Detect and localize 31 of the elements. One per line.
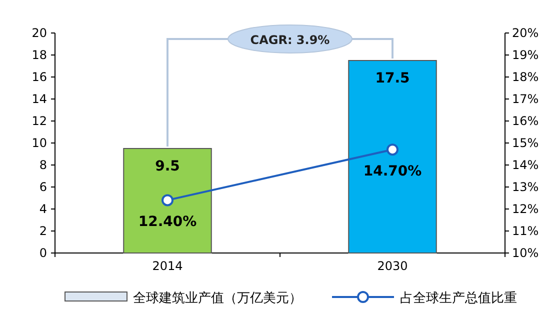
y2-tick-label: 20% <box>512 26 539 40</box>
y2-tick-label: 13% <box>512 180 539 194</box>
data-label: 12.40% <box>138 214 197 230</box>
y-tick-label: 2 <box>39 224 47 238</box>
y2-tick-label: 10% <box>512 246 539 260</box>
y2-tick-label: 19% <box>512 48 539 62</box>
y-tick-label: 12 <box>32 114 47 128</box>
y2-tick-label: 15% <box>512 136 539 150</box>
data-label: 14.70% <box>363 164 422 180</box>
legend-label: 占全球生产总值比重 <box>400 291 517 306</box>
data-label: 9.5 <box>155 158 180 174</box>
y2-tick-label: 16% <box>512 114 539 128</box>
y-tick-label: 18 <box>32 48 47 62</box>
annotation: CAGR: 3.9% <box>250 33 330 47</box>
text: 全球建筑业产值（万亿美元） <box>133 290 302 306</box>
y-tick-label: 16 <box>32 70 47 84</box>
y2-tick-label: 11% <box>512 224 539 238</box>
y-tick-label: 6 <box>39 180 47 194</box>
y-tick-label: 8 <box>39 158 47 172</box>
y-tick-label: 20 <box>32 26 47 40</box>
x-tick-label: 2030 <box>377 259 408 273</box>
x-tick-label: 2014 <box>152 259 183 273</box>
data-label: 17.5 <box>375 70 410 86</box>
y2-tick-label: 14% <box>512 158 539 172</box>
y2-tick-label: 18% <box>512 70 539 84</box>
y-tick-label: 10 <box>32 136 47 150</box>
y-tick-label: 14 <box>32 92 47 106</box>
y2-tick-label: 17% <box>512 92 539 106</box>
y-tick-label: 4 <box>39 202 47 216</box>
y-tick-label: 0 <box>39 246 47 260</box>
y2-tick-label: 12% <box>512 202 539 216</box>
